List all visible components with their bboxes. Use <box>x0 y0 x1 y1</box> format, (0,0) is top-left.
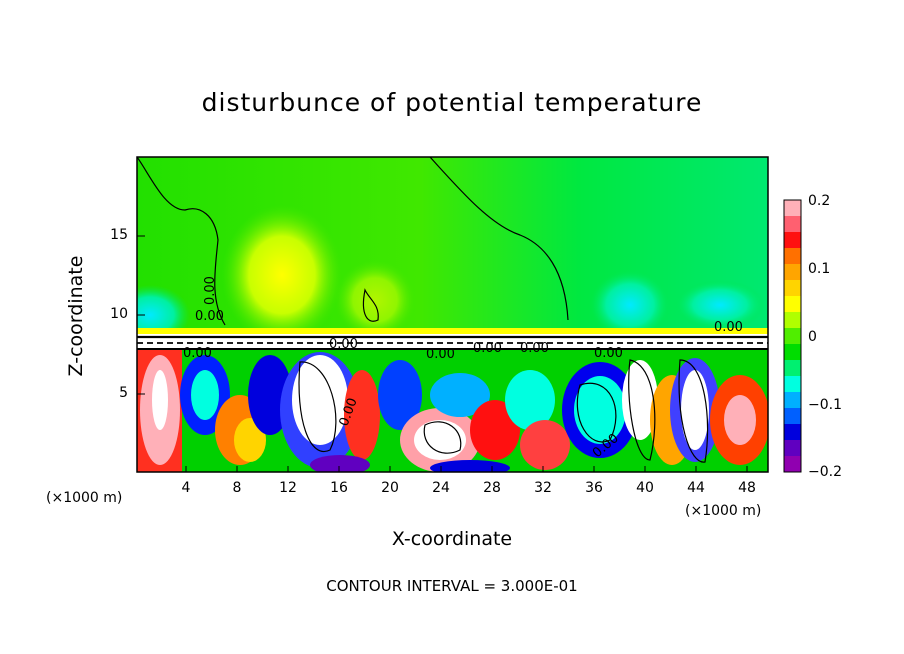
contour-line <box>628 359 656 461</box>
x-tick-label: 16 <box>330 480 348 496</box>
x-tick-label: 24 <box>432 480 450 496</box>
contour-label: 0.00 <box>594 346 623 361</box>
contour-line <box>576 382 617 443</box>
x-axis-label: X-coordinate <box>391 528 513 550</box>
interface-band <box>137 328 768 334</box>
colorbar-segment <box>784 360 801 377</box>
axis-ticks <box>137 235 748 472</box>
x-tick-label: 28 <box>483 480 501 496</box>
colorbar-tick-label: −0.2 <box>808 464 842 480</box>
warm-blob <box>222 205 342 345</box>
heatmap-field <box>137 157 768 472</box>
colorbar-segment <box>784 200 801 217</box>
x-tick-label: 44 <box>687 480 705 496</box>
colorbar-segment <box>784 232 801 249</box>
colorbar-segment <box>784 424 801 441</box>
y-tick-label: 10 <box>110 306 128 322</box>
chart-title: disturbunce of potential temperature <box>201 88 703 117</box>
colorbar-segment <box>784 456 801 473</box>
colorbar <box>784 200 801 473</box>
contour-label-group: 0.00 0.00 0.00 0.00 0.00 0.00 0.00 0.00 … <box>183 276 743 461</box>
contour-label: 0.00 <box>520 341 549 356</box>
colorbar-tick-label: 0 <box>808 329 817 345</box>
x-tick-label: 36 <box>585 480 603 496</box>
contour-line <box>137 157 226 326</box>
contour-label: 0.00 <box>203 276 218 305</box>
colorbar-segment <box>784 248 801 265</box>
contour-line <box>423 421 462 454</box>
x-tick-label: 48 <box>738 480 756 496</box>
turbulent-cells <box>137 350 768 472</box>
x-unit-label: (×1000 m) <box>46 490 123 506</box>
contour-line <box>298 361 337 453</box>
x-tick-label: 4 <box>181 480 191 496</box>
contour-label: 0.00 <box>329 337 358 352</box>
colorbar-tick-label: −0.1 <box>808 397 842 413</box>
colorbar-tick-label: 0.1 <box>808 261 831 277</box>
colorbar-segment <box>784 216 801 233</box>
x-tick-label: 20 <box>381 480 399 496</box>
contour-line <box>362 288 379 322</box>
colorbar-segment <box>784 312 801 329</box>
contour-lines <box>137 157 768 463</box>
y-axis-label: Z-coordinate <box>65 255 87 377</box>
colorbar-segment <box>784 264 801 281</box>
x-unit-label: (×1000 m) <box>685 503 762 519</box>
contour-line <box>678 359 709 463</box>
contour-label: 0.00 <box>473 341 502 356</box>
x-tick-label: 12 <box>279 480 297 496</box>
contour-label: 0.00 <box>714 320 743 335</box>
colorbar-segment <box>784 408 801 425</box>
y-tick-label: 5 <box>119 385 128 401</box>
contour-interval-note: CONTOUR INTERVAL = 3.000E-01 <box>326 577 578 595</box>
contour-label: 0.00 <box>426 347 455 362</box>
colorbar-tick-label: 0.2 <box>808 193 831 209</box>
colorbar-segment <box>784 328 801 345</box>
colorbar-segment <box>784 376 801 393</box>
colorbar-segment <box>784 392 801 409</box>
x-tick-label: 40 <box>636 480 654 496</box>
x-tick-label: 8 <box>232 480 242 496</box>
colorbar-frame <box>783 199 802 473</box>
colorbar-segment <box>784 344 801 361</box>
colorbar-segment <box>784 280 801 297</box>
y-tick-label: 15 <box>110 227 128 243</box>
x-tick-label: 32 <box>534 480 552 496</box>
contour-line <box>429 157 569 321</box>
contour-label: 0.00 <box>183 346 212 361</box>
colorbar-segment <box>784 296 801 313</box>
colorbar-segment <box>784 440 801 457</box>
contour-label: 0.00 <box>195 309 224 324</box>
